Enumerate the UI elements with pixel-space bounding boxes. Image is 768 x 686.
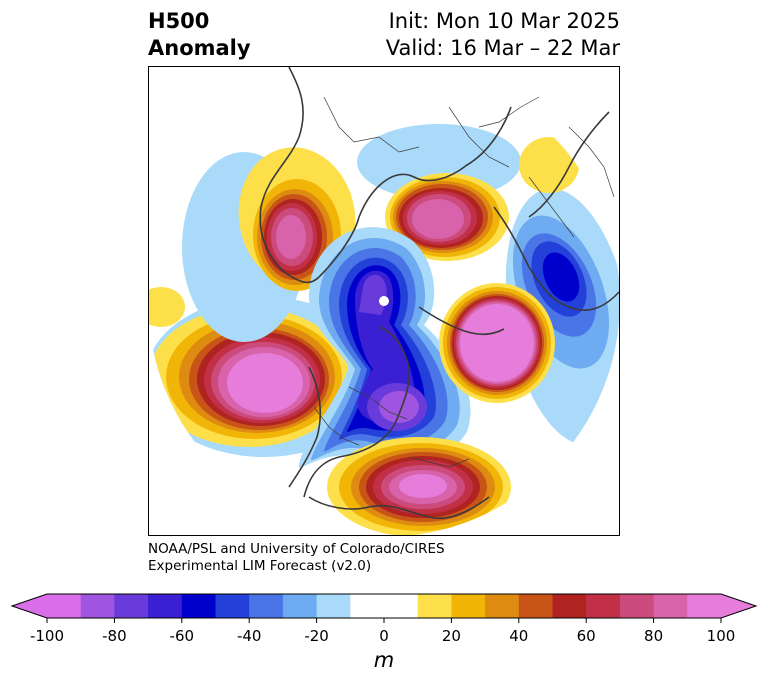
credit-line-2: Experimental LIM Forecast (v2.0) — [148, 558, 372, 574]
anomaly-center-north-atlantic — [439, 283, 555, 403]
colorbar-unit-label: m — [373, 648, 395, 672]
colorbar-segment — [485, 594, 520, 618]
colorbar-segment — [316, 594, 351, 618]
colorbar-segment — [249, 594, 284, 618]
anomaly-center-north-africa — [149, 287, 185, 327]
colorbar-segment — [282, 594, 318, 618]
north-pole-marker — [379, 296, 389, 306]
credit-line-1: NOAA/PSL and University of Colorado/CIRE… — [148, 541, 445, 557]
colorbar-segment — [80, 594, 115, 618]
colorbar-segments — [47, 594, 722, 618]
colorbar-segment — [215, 594, 250, 618]
colorbar — [10, 593, 758, 623]
colorbar-segment — [687, 594, 722, 618]
valid-range: Valid: 16 Mar – 22 Mar — [385, 36, 620, 60]
colorbar-segment — [114, 594, 149, 618]
colorbar-segment — [350, 594, 385, 618]
colorbar-segment — [518, 594, 553, 618]
coastlines — [259, 67, 619, 520]
colorbar-ticks — [46, 618, 722, 623]
colorbar-tick-label: -100 — [29, 627, 65, 645]
colorbar-tick-label: 80 — [644, 627, 664, 645]
map-title-left: H500 Anomaly — [148, 8, 251, 62]
anomaly-center-arctic-canada — [299, 227, 471, 468]
colorbar-tick-label: -60 — [169, 627, 195, 645]
colorbar-segment — [384, 594, 419, 618]
colorbar-tick-label: -80 — [102, 627, 127, 645]
anomaly-center-eastern-siberia — [357, 124, 521, 261]
anomaly-shading — [149, 124, 619, 535]
anomaly-center-eastern-us — [327, 437, 511, 535]
title-variable: H500 — [148, 9, 210, 33]
anomaly-map — [148, 66, 620, 536]
country-borders — [313, 96, 615, 468]
colorbar-segment — [181, 594, 216, 618]
colorbar-segment — [619, 594, 655, 618]
colorbar-tick-label: -20 — [304, 627, 329, 645]
colorbar-over-arrow — [721, 594, 756, 618]
colorbar-tick-label: 0 — [379, 627, 389, 645]
colorbar-tick-label: 20 — [441, 627, 461, 645]
colorbar-segment — [586, 594, 621, 618]
colorbar-tick-label: 60 — [576, 627, 596, 645]
credit-text: NOAA/PSL and University of Colorado/CIRE… — [148, 541, 445, 575]
map-canvas — [149, 67, 619, 535]
anomaly-center-gulf-of-alaska — [149, 297, 382, 457]
colorbar-segment — [653, 594, 688, 618]
colorbar-segment — [47, 594, 82, 618]
map-title-right: Init: Mon 10 Mar 2025 Valid: 16 Mar – 22… — [386, 8, 620, 62]
colorbar-tick-label: -40 — [236, 627, 262, 645]
colorbar-segment — [148, 594, 183, 618]
title-quantity: Anomaly — [148, 36, 251, 60]
colorbar-tick-label: 40 — [509, 627, 529, 645]
colorbar-segment — [417, 594, 452, 618]
init-date: Init: Mon 10 Mar 2025 — [388, 9, 620, 33]
colorbar-segment — [451, 594, 486, 618]
colorbar-tick-label: 100 — [706, 627, 736, 645]
colorbar-segment — [552, 594, 587, 618]
colorbar-under-arrow — [12, 594, 47, 618]
